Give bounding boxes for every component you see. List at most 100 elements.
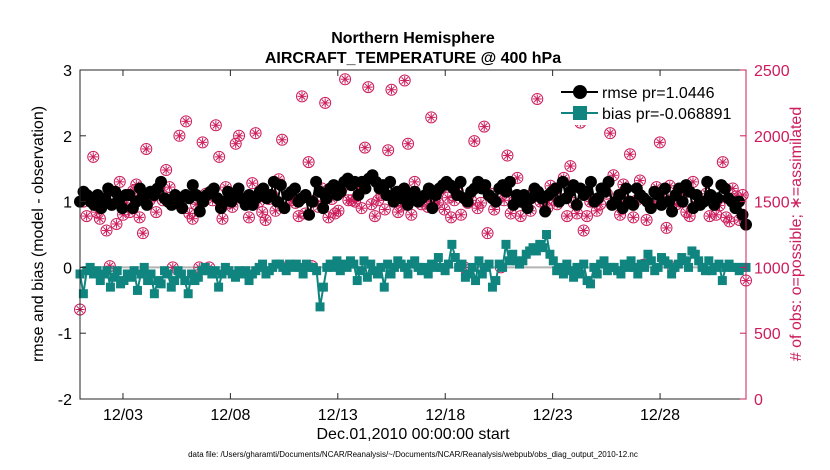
x-tick-label: 12/13: [318, 407, 358, 424]
obs-marker: [478, 120, 491, 133]
obs-marker: [242, 211, 255, 224]
bias-point: [119, 276, 129, 286]
obs-marker: [186, 212, 199, 225]
bias-point: [349, 259, 359, 269]
bias-point: [548, 256, 558, 266]
rmse-point: [193, 205, 206, 218]
obs-marker: [607, 169, 620, 182]
obs-marker: [468, 135, 481, 148]
obs-marker: [233, 129, 246, 142]
y-right-tick-label: 0: [754, 392, 763, 409]
bias-point: [565, 266, 575, 276]
chart-title-line2: AIRCRAFT_TEMPERATURE @ 400 hPa: [265, 50, 561, 67]
bias-point: [129, 266, 139, 276]
bias-point: [484, 259, 494, 269]
bias-point: [717, 276, 727, 286]
y-left-tick-label: -1: [58, 326, 72, 343]
bias-point: [217, 269, 227, 279]
rmse-point: [584, 175, 597, 188]
rmse-point: [602, 175, 615, 188]
obs-marker: [660, 221, 673, 234]
bias-point: [589, 262, 599, 272]
rmse-point: [454, 175, 467, 188]
bias-point: [315, 302, 325, 312]
obs-marker: [276, 133, 289, 146]
bias-point: [180, 276, 190, 286]
bias-point: [663, 259, 673, 269]
obs-marker: [455, 208, 468, 221]
rmse-point: [426, 202, 439, 215]
legend-rmse-marker: [573, 85, 587, 99]
rmse-point: [701, 175, 714, 188]
y-axis-left-label: rmse and bias (model - observation): [30, 106, 47, 362]
bias-point: [156, 279, 166, 289]
x-axis-label: Dec.01,2010 00:00:00 start: [316, 426, 510, 443]
obs-marker: [150, 206, 163, 219]
bias-point: [366, 259, 376, 269]
bias-point: [626, 256, 636, 266]
rmse-point: [232, 182, 245, 195]
obs-marker: [580, 210, 593, 223]
obs-marker: [110, 217, 123, 230]
bias-point: [471, 276, 481, 286]
rmse-point: [658, 182, 671, 195]
obs-marker: [133, 211, 146, 224]
bias-point: [555, 262, 565, 272]
obs-marker: [180, 115, 193, 128]
rmse-point: [556, 175, 569, 188]
y-right-tick-label: 1000: [754, 260, 790, 277]
bias-point: [241, 266, 251, 276]
obs-marker: [425, 111, 438, 124]
rmse-point: [479, 179, 492, 192]
rmse-point: [334, 185, 347, 198]
obs-marker: [402, 137, 415, 150]
obs-marker: [716, 156, 729, 169]
bias-point: [342, 262, 352, 272]
obs-marker: [322, 211, 335, 224]
bias-point: [579, 259, 589, 269]
obs-marker: [302, 156, 315, 169]
obs-marker: [160, 164, 173, 177]
bias-point: [105, 282, 115, 292]
rmse-point: [306, 195, 319, 208]
rmse-point: [627, 198, 640, 211]
bias-point: [420, 262, 430, 272]
bias-point: [531, 246, 541, 256]
obs-marker: [93, 212, 106, 225]
bias-point: [467, 262, 477, 272]
y-left-tick-label: 2: [63, 129, 72, 146]
rmse-point: [95, 202, 108, 215]
bias-point: [139, 262, 149, 272]
obs-marker: [249, 127, 262, 140]
bias-point: [258, 259, 268, 269]
x-tick-label: 12/18: [425, 407, 465, 424]
bias-point: [362, 272, 372, 282]
bias-point: [487, 282, 497, 292]
bias-point: [680, 256, 690, 266]
bias-point: [684, 262, 694, 272]
obs-marker: [100, 224, 113, 237]
bias-point: [629, 262, 639, 272]
x-tick-label: 12/28: [640, 407, 680, 424]
bias-point: [640, 262, 650, 272]
bias-point: [295, 262, 305, 272]
obs-marker: [624, 148, 637, 161]
bias-point: [667, 269, 677, 279]
obs-marker: [561, 210, 574, 223]
y-right-tick-label: 1500: [754, 195, 790, 212]
obs-marker: [408, 175, 421, 188]
bias-point: [498, 262, 508, 272]
legend: rmse pr=1.0446 bias pr=-0.068891: [555, 80, 738, 125]
bias-point: [700, 266, 710, 276]
chart-title-line1: Northern Hemisphere: [331, 30, 495, 47]
bias-point: [383, 259, 393, 269]
obs-marker: [723, 215, 736, 228]
bias-point: [231, 272, 241, 282]
rmse-point: [384, 175, 397, 188]
obs-marker: [405, 208, 418, 221]
bias-point: [244, 276, 254, 286]
bias-point: [85, 262, 95, 272]
obs-marker: [87, 150, 100, 163]
bias-point: [170, 276, 180, 286]
